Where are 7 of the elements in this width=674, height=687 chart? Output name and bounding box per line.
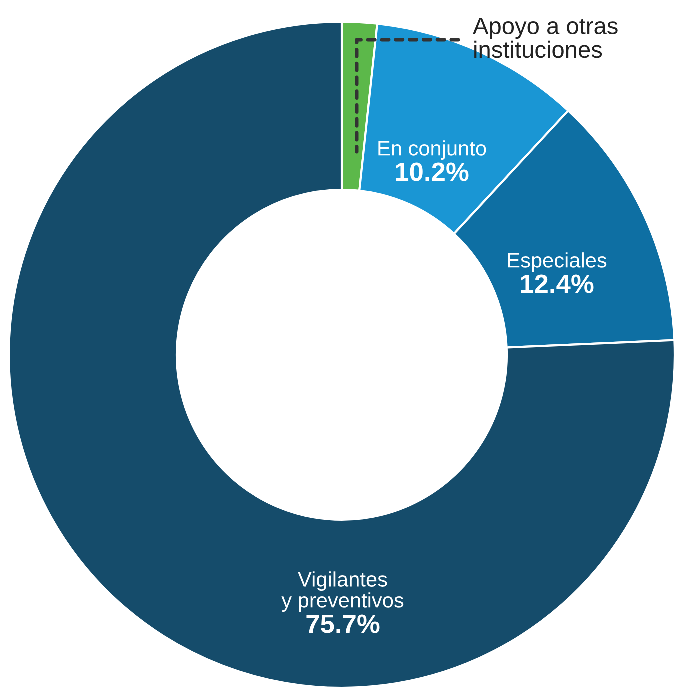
slice-label: Vigilantes y preventivos: [282, 572, 404, 612]
data-label: 75.7%: [306, 614, 380, 634]
data-label: 10.2%: [396, 162, 469, 182]
data-label: 12.4%: [521, 274, 594, 294]
slice-label: Especiales: [508, 252, 607, 272]
slice-label: En conjunto: [378, 140, 486, 160]
slice-label: Apoyo a otras instituciones: [473, 18, 618, 58]
